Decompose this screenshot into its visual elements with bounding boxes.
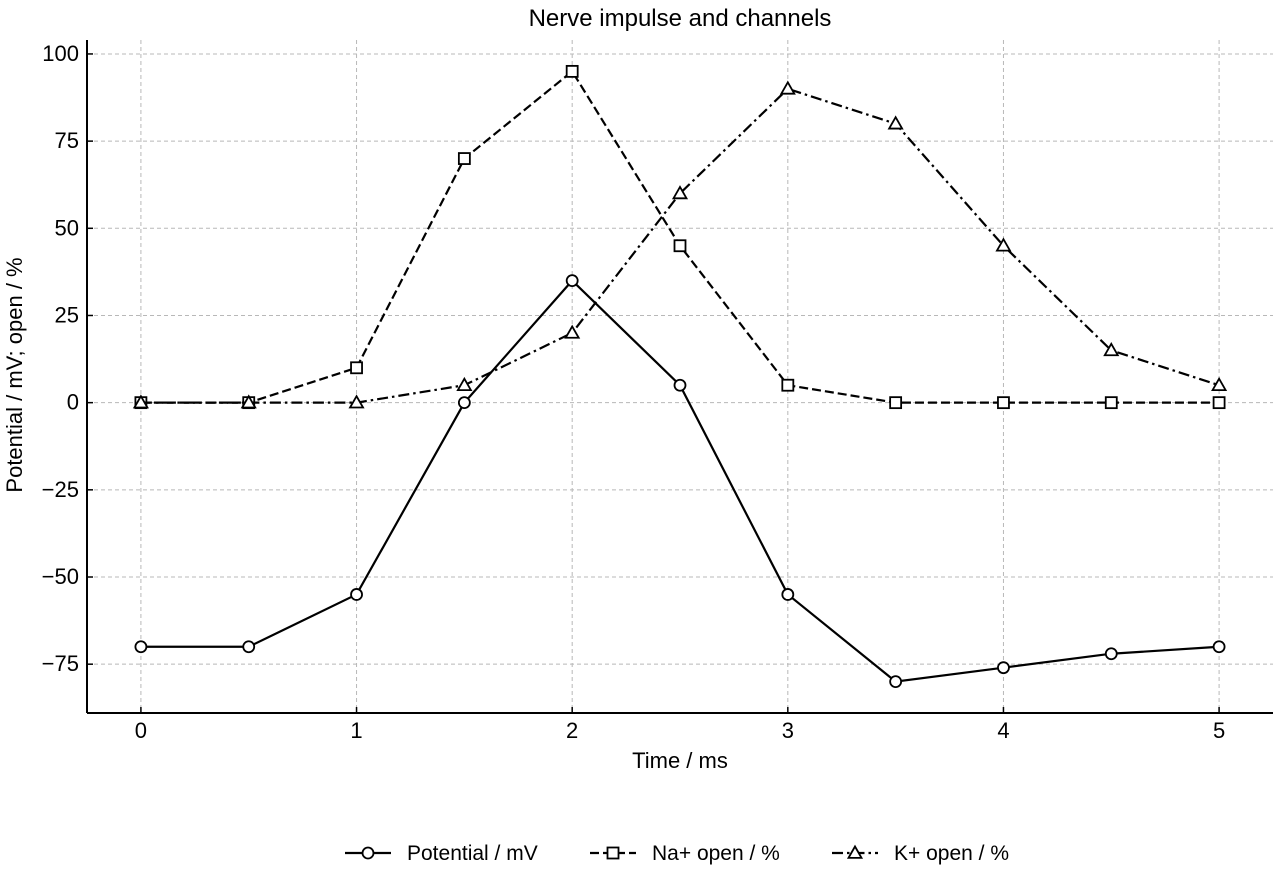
y-tick-label: 50	[55, 215, 79, 240]
legend-label: K+ open / %	[894, 842, 1009, 865]
data-point-square	[457, 152, 471, 165]
axes-layer: 0 1 2 3 4 5 −75 −50 −25 0 25 50 75 100	[42, 40, 1273, 743]
series-layer	[132, 64, 1228, 689]
data-point-square	[565, 64, 579, 78]
data-point-circle	[781, 588, 795, 601]
data-point-triangle	[887, 115, 904, 130]
legend-marker-circle	[361, 846, 375, 860]
series-square	[134, 64, 1226, 410]
y-axis-label: Potential / mV; open / %	[2, 257, 27, 492]
data-point-square	[997, 396, 1010, 410]
data-point-triangle	[1211, 376, 1228, 391]
data-point-triangle	[456, 376, 473, 391]
data-point-triangle	[671, 185, 689, 200]
y-tick-label: 75	[55, 128, 79, 153]
series-circle	[134, 274, 1226, 689]
x-axis-label: Time / ms	[632, 748, 728, 773]
data-point-square	[781, 378, 795, 392]
legend-item: K+ open / %	[832, 842, 1009, 865]
data-point-triangle	[348, 394, 365, 409]
data-point-circle	[889, 675, 903, 689]
x-tick-label: 2	[566, 718, 578, 743]
y-tick-label: −75	[42, 651, 79, 676]
data-point-triangle	[779, 80, 796, 95]
legend-label: Na+ open / %	[652, 842, 780, 865]
series-line-triangle	[140, 87, 1220, 404]
data-point-circle	[673, 378, 687, 392]
x-tick-label: 4	[997, 718, 1009, 743]
chart-title: Nerve impulse and channels	[529, 5, 832, 32]
data-point-square	[673, 239, 687, 253]
data-point-square	[889, 396, 903, 410]
data-point-circle	[997, 661, 1010, 675]
legend-marker-square	[606, 846, 620, 860]
data-point-triangle	[240, 394, 257, 409]
series-line-square	[140, 69, 1220, 404]
legend-item: Na+ open / %	[590, 842, 780, 865]
data-point-square	[1212, 396, 1226, 410]
data-point-triangle	[1103, 342, 1120, 357]
x-tick-label: 3	[782, 718, 794, 743]
series-line-circle	[140, 279, 1220, 683]
x-tick-label: 1	[350, 718, 362, 743]
data-point-circle	[565, 274, 579, 288]
legend: Potential / mV Na+ open / % K+ open / %	[345, 842, 1009, 865]
legend-marker-triangle	[846, 844, 864, 859]
y-tick-label: 0	[67, 390, 79, 415]
data-point-circle	[1212, 640, 1226, 654]
data-point-triangle	[995, 237, 1012, 252]
y-tick-label: 100	[42, 41, 79, 66]
legend-label: Potential / mV	[407, 842, 538, 865]
y-tick-label: −25	[42, 477, 79, 502]
x-tick-label: 0	[135, 718, 147, 743]
series-triangle	[132, 80, 1228, 409]
data-point-circle	[242, 640, 256, 654]
data-point-circle	[457, 396, 471, 410]
x-tick-label: 5	[1213, 718, 1225, 743]
y-tick-label: −50	[42, 564, 79, 589]
data-point-square	[350, 361, 363, 375]
data-point-circle	[350, 588, 363, 601]
data-point-circle	[134, 640, 148, 654]
data-point-circle	[1104, 647, 1118, 661]
data-point-triangle	[564, 324, 581, 339]
grid-layer	[87, 40, 1273, 713]
legend-item: Potential / mV	[345, 842, 538, 865]
data-point-square	[1104, 396, 1118, 410]
data-point-triangle	[132, 394, 149, 409]
y-tick-label: 25	[55, 302, 79, 327]
